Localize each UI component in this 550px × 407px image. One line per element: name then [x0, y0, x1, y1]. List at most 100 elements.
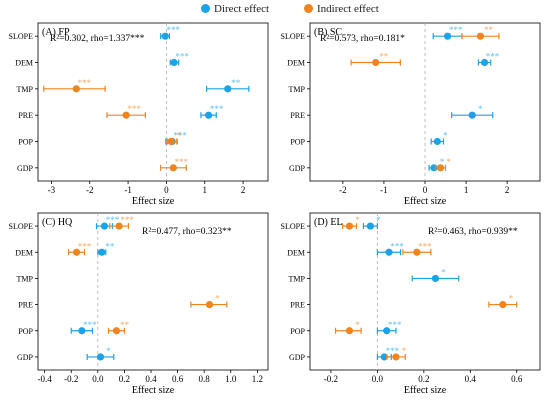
panel-1-fit-annotation: R²=0.302, rho=1.337***: [50, 34, 145, 44]
panel-4-y-tick-label: GDP: [289, 353, 306, 362]
panel-2-direct-significance-label: ***: [486, 52, 500, 62]
panel-1-frame: [37, 22, 269, 182]
panel-3-x-tick-label: -0.4: [38, 374, 53, 384]
panel-1-direct-point: [204, 111, 213, 119]
panel-1-x-tick-label: -1: [124, 185, 132, 195]
panel-4-indirect-point: [345, 222, 354, 230]
panel-1-y-tick-label: POP: [18, 138, 33, 147]
panel-2-indirect-significance-label: *: [446, 157, 451, 167]
panel-1-indirect-significance-label: ***: [127, 104, 141, 114]
panel-4-indirect-significance-label: *: [355, 320, 360, 330]
panel-1-direct-point: [170, 58, 178, 67]
panel-1-panel-title: (A) FP: [42, 27, 70, 38]
panel-1-y-tick-label: GDP: [17, 164, 34, 173]
legend-item-direct: Direct effect: [201, 2, 269, 16]
panel-1-indirect-point: [167, 137, 175, 146]
panel-4-y-tick-label: POP: [290, 327, 305, 336]
panel-2-y-tick-label: POP: [290, 138, 305, 147]
legend: Direct effect Indirect effect: [0, 2, 550, 18]
panel-3-direct-point: [78, 327, 86, 335]
panel-3-x-tick-label: 0.0: [92, 374, 104, 384]
panel-4-x-tick-label: -0.2: [324, 374, 338, 384]
panel-3-direct-significance-label: *: [106, 346, 111, 356]
panel-3-x-tick-label: 0.8: [199, 374, 211, 384]
panel-1-direct-significance-label: ***: [167, 25, 181, 35]
panel-1-x-tick-label: 1: [203, 185, 208, 195]
panel-1-y-tick-label: SLOPE: [9, 32, 34, 41]
panel-4-indirect-significance-label: *: [402, 346, 407, 356]
panel-3-y-tick-label: TMP: [17, 274, 34, 283]
panel-2-y-tick-label: PRE: [290, 111, 305, 120]
panel-4-fit-annotation: R²=0.463, rho=0.939**: [428, 227, 518, 237]
panel-4-indirect-significance-label: *: [509, 294, 514, 304]
panel-4-indirect-point: [413, 248, 421, 256]
panel-1-indirect-significance-label: ***: [175, 157, 189, 167]
panel-1-indirect-point: [122, 111, 130, 119]
panel-3-fit-annotation: R²=0.477, rho=0.323**: [142, 227, 232, 237]
panel-4-x-tick-label: 0.6: [511, 374, 523, 384]
panel-3-x-tick-label: 0.2: [119, 374, 130, 384]
panel-2-direct-significance-label: ***: [449, 25, 463, 35]
panel-4-panel-title: (D) EL: [314, 217, 343, 228]
panel-3-x-tick-label: -0.2: [64, 374, 78, 384]
panel-1-indirect-significance-label: *: [177, 131, 182, 141]
panel-3-y-tick-label: DEM: [15, 248, 33, 257]
panel-1-y-tick-label: TMP: [17, 85, 34, 94]
panel-3-frame: [37, 212, 269, 371]
panel-2-direct-point: [433, 137, 441, 146]
panel-3-direct-point: [100, 222, 109, 230]
panel-2-x-tick-label: -1: [380, 185, 388, 195]
panel-4-y-tick-label: PRE: [290, 301, 305, 310]
panel-4-direct-point: [366, 222, 375, 230]
panel-1-direct-point: [224, 85, 232, 93]
panel-4-direct-significance-label: *: [441, 267, 446, 277]
panel-4-indirect-significance-label: ***: [418, 241, 432, 251]
panel-2-y-tick-label: DEM: [287, 59, 305, 68]
panel-1-y-tick-label: PRE: [18, 111, 33, 120]
panel-2-indirect-point: [437, 164, 445, 172]
panel-2-indirect-point: [476, 32, 485, 40]
panel-4-direct-significance-label: ***: [386, 346, 400, 356]
panel-3-x-tick-label: 1.0: [225, 374, 237, 384]
panel-2-indirect-significance-label: **: [484, 25, 494, 35]
panel-1-direct-significance-label: ***: [175, 52, 189, 62]
panel-4-x-tick-label: 0.0: [372, 374, 384, 384]
panel-4-y-tick-label: TMP: [289, 274, 306, 283]
panel-2-indirect-point: [372, 58, 380, 67]
panel-1-direct-point: [161, 32, 169, 40]
panel-3-y-tick-label: SLOPE: [9, 222, 34, 231]
panel-3-indirect-point: [115, 222, 123, 230]
panel-1-x-tick-label: -2: [86, 185, 94, 195]
panel-1-direct-significance-label: ***: [173, 131, 187, 141]
panel-3-y-tick-label: PRE: [18, 301, 33, 310]
legend-marker-direct: [201, 4, 210, 13]
panel-3-indirect-point: [72, 248, 81, 256]
panel-2-indirect-significance-label: **: [379, 52, 389, 62]
panel-3-direct-significance-label: ***: [106, 215, 120, 225]
panel-1-y-tick-label: DEM: [15, 59, 33, 68]
panel-2-direct-point: [443, 32, 452, 40]
panel-4-direct-significance-label: ***: [390, 241, 404, 251]
panel-3-direct-point: [98, 248, 106, 256]
panel-3-panel-title: (C) HQ: [42, 217, 73, 228]
panel-2-panel-title: (B) SC: [314, 27, 342, 38]
panel-4-y-tick-label: DEM: [287, 248, 305, 257]
panel-4-x-tick-label: 0.2: [418, 374, 429, 384]
panel-2-y-tick-label: TMP: [289, 85, 306, 94]
panel-3-indirect-significance-label: ***: [78, 241, 92, 251]
panel-4-direct-point: [431, 274, 440, 283]
panel-1-x-tick-label: 2: [241, 185, 246, 195]
panel-3-x-axis-title: Effect size: [132, 385, 175, 396]
panel-4-y-tick-label: SLOPE: [281, 222, 306, 231]
legend-label-direct: Direct effect: [214, 3, 270, 15]
panel-3-x-tick-label: 0.4: [145, 374, 157, 384]
panel-3-x-tick-label: 0.6: [172, 374, 184, 384]
panel-4-indirect-point: [345, 327, 354, 335]
panel-2-x-tick-label: 0: [423, 185, 428, 195]
panel-2-y-tick-label: GDP: [289, 164, 306, 173]
panel-2-direct-point: [480, 58, 489, 67]
panel-2-fit-annotation: R²=0.573, rho=0.181*: [320, 34, 405, 44]
panel-1-x-tick-label: -3: [48, 185, 56, 195]
panel-3-indirect-significance-label: **: [120, 320, 130, 330]
